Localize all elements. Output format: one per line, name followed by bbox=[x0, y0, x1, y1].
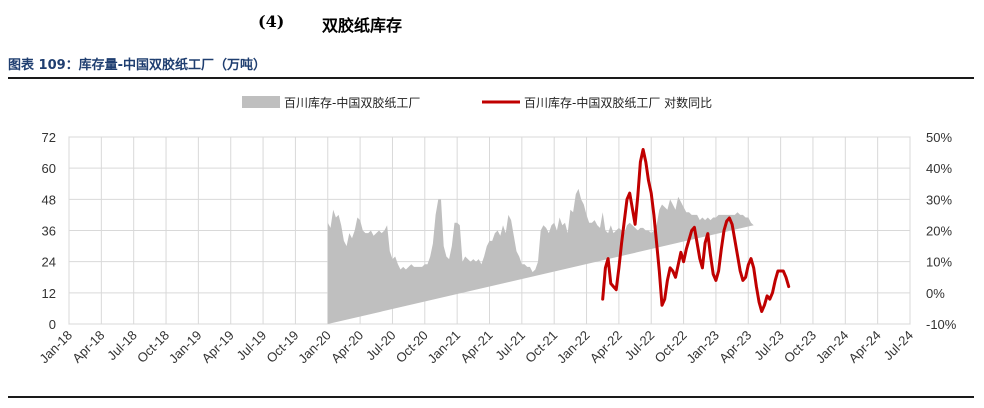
y-right-tick-label: 50% bbox=[926, 130, 952, 145]
legend-label-line: 百川库存-中国双胶纸工厂 对数同比 bbox=[524, 95, 712, 110]
legend-swatch-area bbox=[242, 96, 280, 108]
bottom-divider bbox=[8, 396, 974, 398]
section-heading: (4) 双胶纸库存 bbox=[0, 12, 984, 36]
chart-legend: 百川库存-中国双胶纸工厂 百川库存-中国双胶纸工厂 对数同比 bbox=[242, 95, 712, 110]
y-right-tick-label: -10% bbox=[926, 317, 957, 332]
x-tick-label: Jul-24 bbox=[880, 328, 916, 364]
x-tick-label: Jul-22 bbox=[622, 328, 658, 364]
y-left-tick-label: 60 bbox=[42, 161, 56, 176]
x-tick-label: Oct-20 bbox=[393, 328, 431, 366]
chart-area-layer bbox=[327, 188, 754, 324]
y-right-tick-label: 30% bbox=[926, 192, 952, 207]
x-tick-label: Jan-19 bbox=[166, 328, 205, 367]
x-tick-label: Oct-23 bbox=[781, 328, 819, 366]
x-tick-label: Jul-19 bbox=[234, 328, 270, 364]
x-tick-label: Jan-23 bbox=[683, 328, 722, 367]
x-tick-label: Jul-18 bbox=[104, 328, 140, 364]
x-tick-label: Apr-18 bbox=[69, 328, 107, 366]
y-right-tick-label: 20% bbox=[926, 224, 952, 239]
x-tick-label: Jul-20 bbox=[363, 328, 399, 364]
chart-line-layer bbox=[601, 148, 791, 313]
y-left-tick-label: 36 bbox=[42, 224, 56, 239]
x-tick-label: Jan-20 bbox=[295, 328, 334, 367]
x-tick-label: Oct-22 bbox=[652, 328, 690, 366]
x-tick-label: Jan-21 bbox=[425, 328, 464, 367]
y-right-tick-label: 40% bbox=[926, 161, 952, 176]
legend-label-area: 百川库存-中国双胶纸工厂 bbox=[284, 95, 420, 110]
x-tick-label: Jul-21 bbox=[492, 328, 528, 364]
x-tick-label: Apr-22 bbox=[587, 328, 625, 366]
x-tick-label: Jan-22 bbox=[554, 328, 593, 367]
x-tick-label: Jul-23 bbox=[751, 328, 787, 364]
y-right-tick-label: 10% bbox=[926, 255, 952, 270]
x-tick-label: Apr-24 bbox=[846, 328, 884, 366]
x-tick-label: Apr-23 bbox=[716, 328, 754, 366]
x-tick-label: Apr-19 bbox=[199, 328, 237, 366]
x-tick-label: Oct-19 bbox=[263, 328, 301, 366]
y-left-tick-label: 48 bbox=[42, 192, 56, 207]
x-tick-label: Apr-21 bbox=[457, 328, 495, 366]
x-tick-label: Oct-21 bbox=[522, 328, 560, 366]
y-left-tick-label: 12 bbox=[42, 286, 56, 301]
top-divider bbox=[8, 77, 974, 79]
section-number: (4) bbox=[258, 12, 285, 31]
section-title: 双胶纸库存 bbox=[322, 16, 403, 35]
x-tick-label: Jan-24 bbox=[813, 328, 852, 367]
figure-title: 图表 109：库存量-中国双胶纸工厂（万吨） bbox=[8, 58, 267, 73]
x-tick-label: Apr-20 bbox=[328, 328, 366, 366]
inventory-area bbox=[327, 188, 754, 324]
y-left-tick-label: 0 bbox=[49, 317, 56, 332]
y-left-tick-label: 72 bbox=[42, 130, 56, 145]
x-tick-label: Oct-18 bbox=[134, 328, 172, 366]
x-tick-label: Jan-18 bbox=[36, 328, 75, 367]
chart-grid bbox=[68, 136, 911, 325]
y-right-tick-label: 0% bbox=[926, 286, 945, 301]
y-left-tick-label: 24 bbox=[42, 255, 56, 270]
yoy-line bbox=[601, 148, 791, 313]
